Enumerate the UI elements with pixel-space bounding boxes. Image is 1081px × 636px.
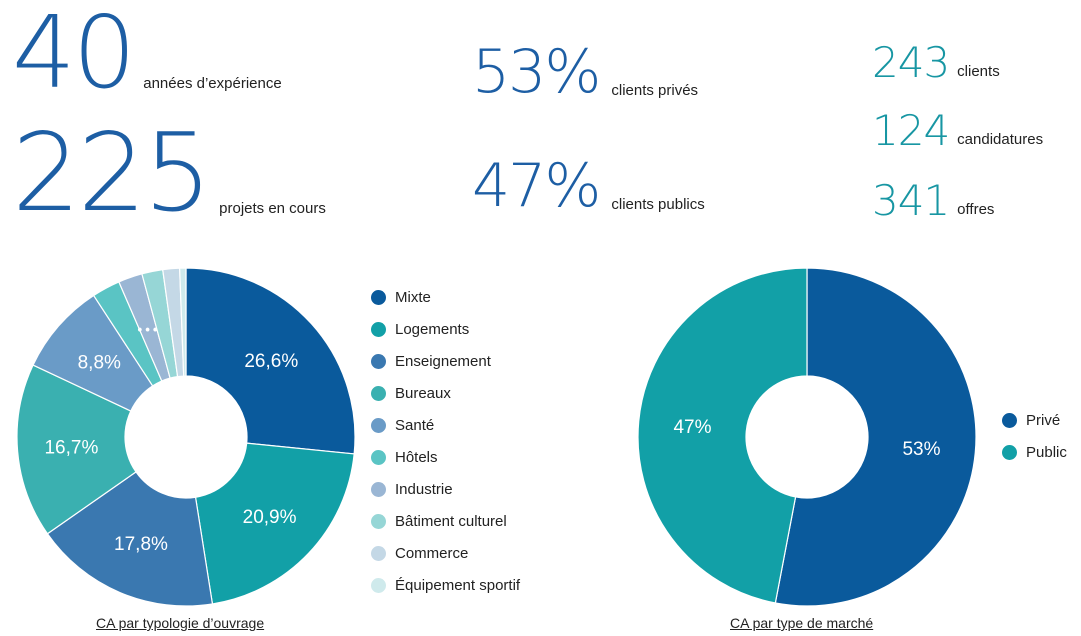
legend-label: Mixte [395, 288, 431, 306]
legend-swatch [371, 513, 386, 529]
typologie-legend-item-logements: Logements [371, 313, 520, 345]
typologie-legend-item-equipement-sportif: Équipement sportif [371, 569, 520, 601]
legend-label: Santé [395, 416, 435, 434]
donut-chart-marche: 53% 47% [637, 267, 977, 607]
stat-private-clients: 53% clients privés [472, 37, 699, 107]
stat-projects-label: projets en cours [219, 199, 326, 217]
legend-label: Équipement sportif [395, 576, 521, 594]
stat-public-label: clients publics [611, 196, 705, 214]
legend-typologie: Mixte Logements Enseignement Bureaux Santé Hô… [371, 281, 520, 601]
typologie-label-enseignement: 17,8% [114, 534, 168, 555]
legend-swatch [371, 353, 386, 369]
marche-slice-public [637, 267, 808, 604]
legend-swatch [371, 449, 386, 465]
legend-label: Public [1026, 443, 1067, 461]
stat-offers: 341 offres [872, 176, 995, 225]
typologie-legend-item-industrie: Industrie [371, 473, 520, 505]
stat-clients: 243 clients [872, 38, 1000, 87]
typologie-label-logements: 20,9% [243, 507, 297, 528]
legend-swatch [1002, 444, 1017, 460]
typologie-label-sante: 8,8% [78, 352, 121, 373]
chart-caption-typologie: CA par typologie d’ouvrage [96, 615, 265, 631]
legend-swatch [371, 417, 386, 433]
stat-private-value: 53% [472, 37, 601, 107]
legend-label: Logements [395, 320, 470, 338]
typologie-legend-item-bureaux: Bureaux [371, 377, 520, 409]
typologie-legend-item-sante: Santé [371, 409, 520, 441]
typologie-legend-item-hotels: Hôtels [371, 441, 520, 473]
legend-label: Bureaux [395, 384, 451, 402]
legend-marche: Privé Public [1002, 404, 1067, 468]
typologie-slice-mixte [185, 267, 356, 455]
stat-offers-value: 341 [872, 176, 950, 225]
marche-slice-prive [774, 267, 977, 607]
typologie-slice-equipement-sportif [179, 267, 187, 377]
typologie-legend-item-enseignement: Enseignement [371, 345, 520, 377]
legend-swatch [371, 289, 386, 305]
stat-offers-label: offres [957, 201, 995, 219]
typologie-legend-item-commerce: Commerce [371, 537, 520, 569]
stat-clients-value: 243 [872, 38, 950, 87]
legend-swatch [1002, 412, 1017, 428]
typologie-ellipsis-label: ••• [136, 324, 159, 339]
stat-applications-value: 124 [872, 106, 950, 155]
stat-years-label: années d’expérience [143, 75, 282, 92]
chart-caption-marche: CA par type de marché [730, 615, 874, 631]
stat-projects: 225 projets en cours [12, 111, 326, 236]
typologie-slice-bureaux [16, 364, 137, 535]
stat-public-clients: 47% clients publics [472, 151, 705, 221]
legend-swatch [371, 321, 386, 337]
legend-label: Bâtiment culturel [395, 512, 507, 530]
typologie-label-mixte: 26,6% [244, 351, 298, 372]
stat-years-value: 40 [12, 0, 136, 111]
legend-swatch [371, 481, 386, 497]
marche-legend-item-prive: Privé [1002, 404, 1067, 436]
marche-legend-item-public: Public [1002, 436, 1067, 468]
typologie-slice-logements [194, 442, 355, 605]
typologie-legend-item-mixte: Mixte [371, 281, 520, 313]
legend-swatch [371, 385, 386, 401]
stat-projects-value: 225 [12, 111, 212, 236]
stat-public-value: 47% [472, 151, 601, 221]
marche-label-public: 47% [673, 417, 711, 438]
stat-applications-label: candidatures [957, 131, 1044, 149]
stat-applications: 124 candidatures [872, 106, 1044, 155]
donut-chart-typologie: 26,6% 20,9% 17,8% 16,7% 8,8% ••• [16, 267, 356, 607]
legend-label: Commerce [395, 544, 469, 562]
legend-swatch [371, 545, 386, 561]
typologie-label-bureaux: 16,7% [44, 438, 98, 459]
stat-years: 40 années d’expérience [12, 0, 282, 111]
legend-label: Privé [1026, 411, 1061, 429]
stat-private-label: clients privés [611, 82, 699, 100]
legend-swatch [371, 577, 386, 593]
typologie-legend-item-batiment-culturel: Bâtiment culturel [371, 505, 520, 537]
legend-label: Industrie [395, 480, 453, 498]
marche-label-prive: 53% [902, 439, 940, 460]
legend-label: Enseignement [395, 352, 491, 370]
stat-clients-label: clients [957, 63, 1000, 81]
legend-label: Hôtels [395, 448, 438, 466]
